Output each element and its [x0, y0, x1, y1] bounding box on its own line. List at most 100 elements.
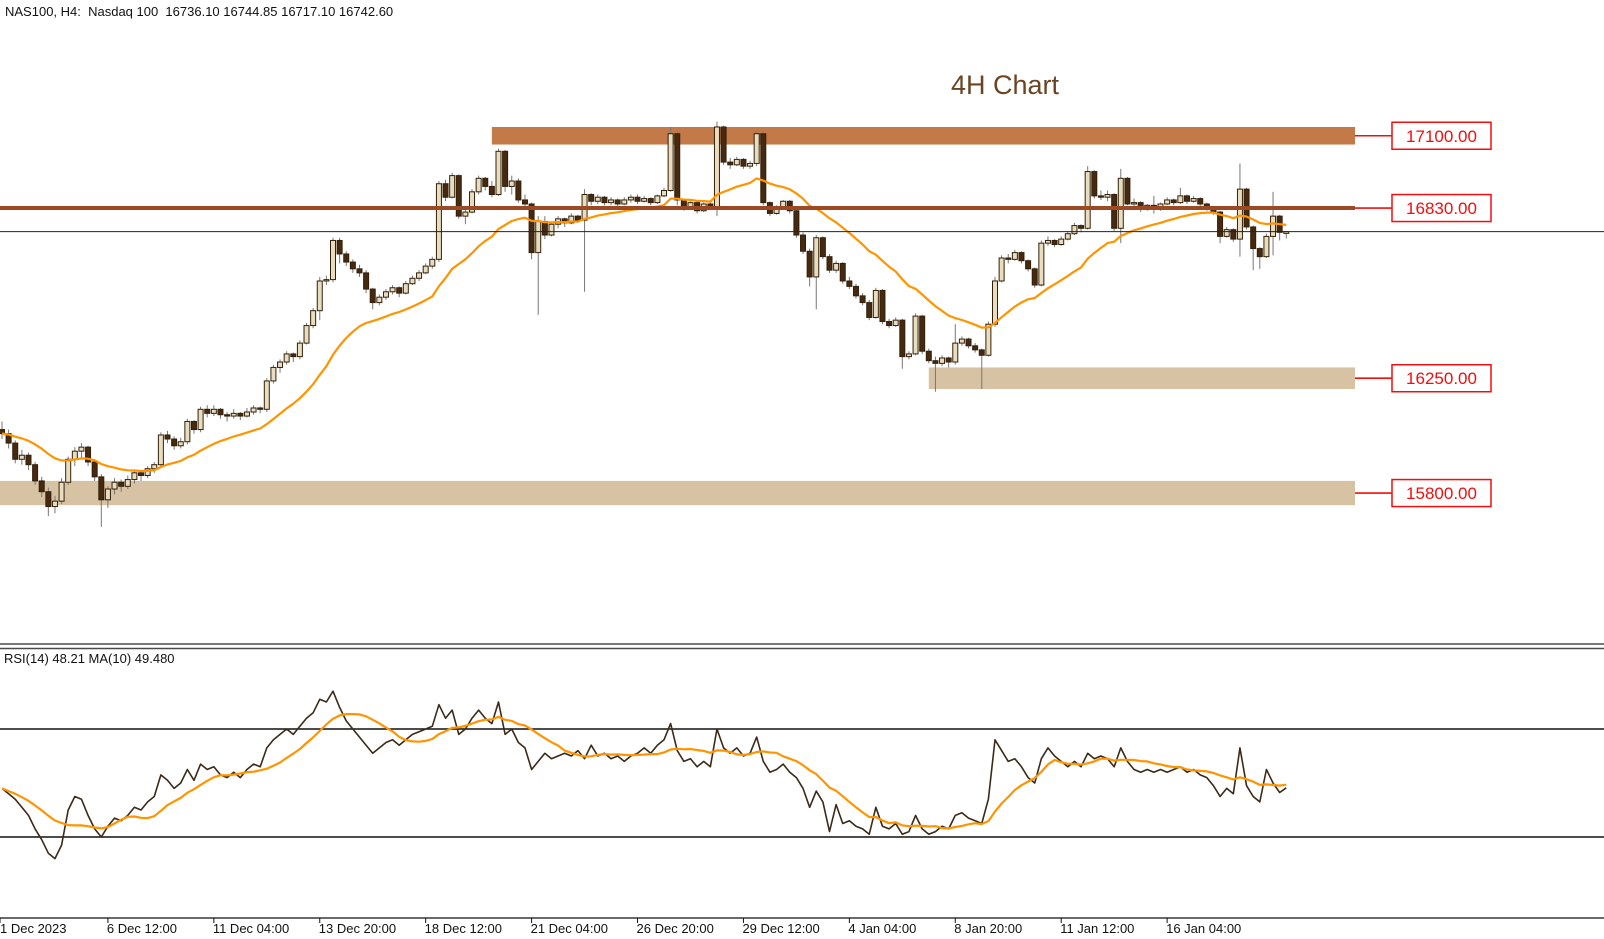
x-axis-label: 18 Dec 12:00	[425, 921, 502, 936]
candle-body	[138, 472, 145, 476]
candle-body	[243, 411, 250, 417]
candle-body	[866, 302, 873, 318]
candle-body	[488, 185, 495, 196]
candle-body	[1183, 195, 1190, 202]
candle-body	[296, 342, 303, 358]
candle-body	[58, 481, 65, 502]
candle-body	[621, 199, 628, 205]
candle-body	[316, 280, 323, 312]
price-level-label-16830.00[interactable]: 16830.00	[1355, 193, 1492, 223]
candle-body	[1164, 199, 1171, 205]
candle-body	[548, 223, 555, 236]
candle-body	[1104, 194, 1111, 198]
candle-body	[886, 321, 893, 327]
candle-body	[469, 191, 476, 213]
candle-body	[85, 446, 92, 463]
candle-body	[720, 126, 727, 163]
candle-body	[733, 158, 740, 166]
candle-body	[1230, 229, 1237, 240]
candle-body	[958, 338, 965, 344]
candle-body	[1256, 248, 1263, 258]
candle-body	[1263, 235, 1270, 258]
candle-body	[98, 476, 105, 501]
candle-body	[349, 261, 356, 270]
symbol-ohlc-header: NAS100, H4: Nasdaq 100 16736.10 16744.85…	[5, 4, 394, 19]
candlestick-series	[0, 121, 1290, 527]
price-level-label-16250.00[interactable]: 16250.00	[1355, 363, 1492, 393]
candle-body	[270, 366, 277, 382]
candle-body	[594, 196, 601, 202]
label-text: 16830.00	[1406, 199, 1477, 218]
candle-body	[727, 161, 734, 166]
candle-body	[449, 175, 456, 198]
price-level-label-17100.00[interactable]: 17100.00	[1355, 121, 1492, 151]
candle-body	[1064, 233, 1071, 240]
candle-body	[634, 196, 641, 202]
candle-body	[323, 279, 330, 282]
candle-body	[786, 200, 793, 212]
candle-body	[614, 199, 621, 205]
candle-body	[515, 180, 522, 201]
candle-body	[806, 250, 813, 278]
candle-body	[204, 408, 211, 414]
candle-body	[952, 342, 959, 363]
candle-body	[210, 408, 217, 414]
zone-16250.00[interactable]	[928, 367, 1355, 390]
candle-body	[376, 296, 383, 304]
candle-body	[793, 210, 800, 236]
candle-body	[382, 291, 389, 298]
candle-body	[363, 272, 370, 290]
candle-body	[1217, 211, 1224, 237]
price-level-label-15800.00[interactable]: 15800.00	[1355, 478, 1492, 508]
candle-body	[1236, 188, 1243, 240]
candle-body	[1177, 195, 1184, 204]
candle-body	[528, 203, 535, 254]
candle-body	[402, 283, 409, 294]
candle-body	[588, 194, 595, 202]
candle-body	[899, 319, 906, 358]
x-axis-label: 11 Jan 12:00	[1060, 921, 1134, 936]
candle-body	[217, 408, 224, 416]
candle-body	[330, 239, 336, 281]
candle-body	[852, 285, 859, 297]
candle-body	[230, 412, 237, 417]
candle-body	[51, 500, 58, 508]
candle-body	[1124, 177, 1131, 205]
candle-body	[1005, 257, 1012, 260]
label-box	[1391, 193, 1492, 223]
candle-body	[78, 446, 85, 452]
candle-body	[171, 438, 178, 447]
candle-body	[1131, 202, 1138, 205]
candle-body	[455, 175, 462, 217]
candle-body	[1111, 194, 1118, 229]
candle-body	[475, 177, 482, 193]
candle-body	[985, 323, 992, 356]
candle-body	[608, 199, 615, 204]
price-zones	[0, 126, 1355, 506]
chart-title-annotation[interactable]: 4H Chart	[950, 70, 1060, 100]
candle-body	[257, 407, 264, 410]
zone-15800.00[interactable]	[0, 480, 1355, 506]
candle-body	[654, 195, 661, 204]
label-text: 17100.00	[1406, 127, 1477, 146]
x-axis-label: 16 Jan 04:00	[1166, 921, 1241, 936]
candle-body	[839, 262, 846, 282]
candle-body	[859, 295, 866, 304]
zone-17100.00[interactable]	[491, 126, 1355, 145]
candle-body	[945, 357, 952, 363]
candle-body	[177, 441, 184, 447]
candle-body	[919, 315, 926, 352]
candle-body	[1071, 225, 1078, 235]
candle-body	[753, 133, 760, 164]
candle-body	[1051, 239, 1058, 246]
candle-body	[416, 272, 423, 279]
candle-body	[998, 257, 1005, 282]
candle-body	[826, 256, 833, 271]
candle-body	[343, 253, 350, 263]
candle-body	[396, 287, 403, 294]
candle-body	[111, 481, 118, 490]
x-axis-label: 13 Dec 20:00	[319, 921, 396, 936]
candle-body	[1091, 171, 1098, 197]
label-box	[1391, 121, 1492, 151]
